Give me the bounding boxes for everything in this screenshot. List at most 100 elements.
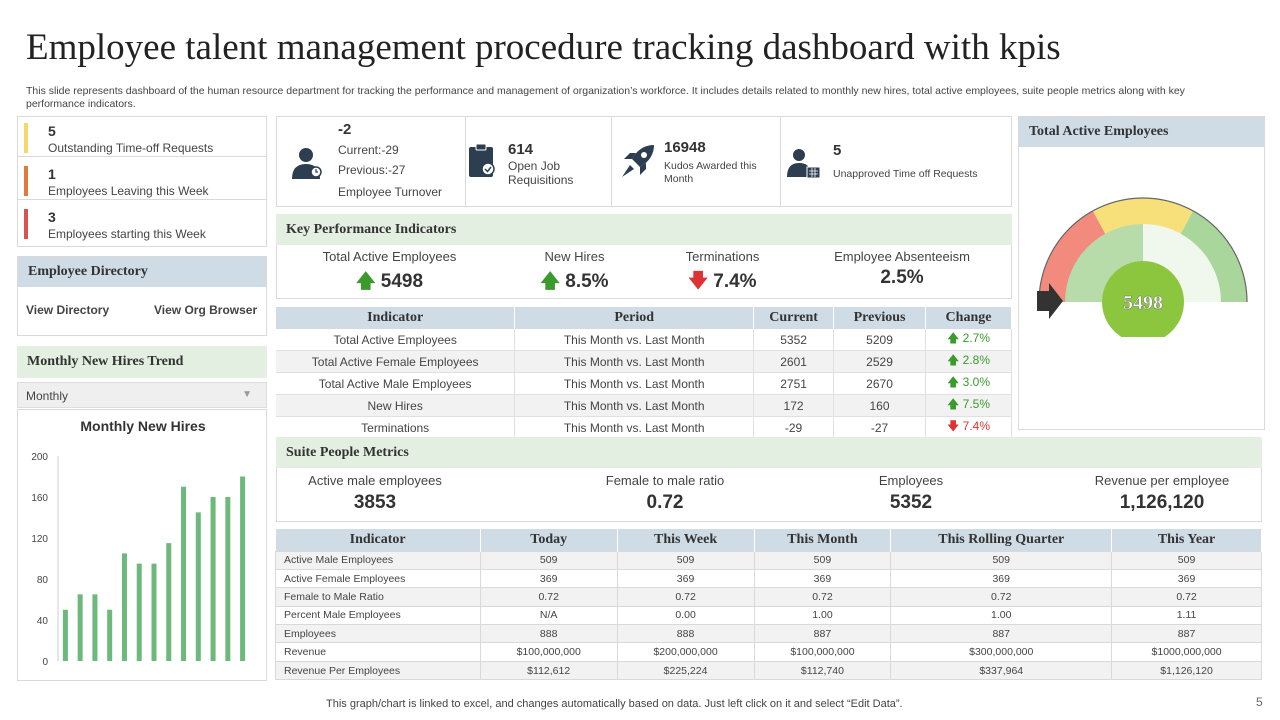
- calendar-user-icon: [787, 149, 821, 179]
- cell-previous: 5209: [833, 329, 926, 351]
- kpi-value: 🡅 8.5%: [507, 267, 642, 299]
- trend-dropdown[interactable]: Monthly ▼: [17, 382, 267, 408]
- view-org-browser-link[interactable]: View Org Browser: [154, 303, 258, 317]
- chart-bar: [195, 512, 201, 661]
- table-row: Active Male Employees 509 509 509 509 509: [275, 550, 1262, 570]
- cell-previous: 2670: [833, 372, 926, 395]
- cell-current: 2751: [753, 372, 835, 395]
- column-header: This Month: [754, 529, 892, 551]
- suite-item-male: Active male employees 3853: [277, 473, 473, 514]
- status-label: Outstanding Time-off Requests: [48, 141, 214, 155]
- chart-bar: [121, 553, 127, 661]
- table-cell: 887: [890, 624, 1113, 644]
- kpi-value: 2.5%: [880, 267, 924, 288]
- footer-note: This graph/chart is linked to excel, and…: [326, 698, 903, 710]
- column-header: This Week: [617, 529, 755, 551]
- table-cell: 887: [753, 624, 892, 644]
- cell-current: -29: [753, 416, 835, 439]
- employee-directory-title: Employee Directory: [18, 257, 266, 287]
- column-header: Previous: [833, 307, 926, 329]
- arrow-up-icon: 🡅: [946, 353, 960, 367]
- y-tick-label: 40: [37, 616, 49, 627]
- gauge-segment-green: [1179, 211, 1247, 302]
- status-label: Employees starting this Week: [48, 227, 206, 241]
- column-header: Today: [480, 529, 618, 551]
- cell-current: 2601: [753, 350, 835, 373]
- kpi-item-active: Total Active Employees 🡅 5498: [287, 249, 492, 299]
- kpi-item-terminations: Terminations 🡇 7.4%: [655, 249, 790, 299]
- table-cell: 0.72: [753, 587, 892, 607]
- table-cell: 0.00: [616, 605, 755, 626]
- table-cell: $112,740: [753, 660, 892, 681]
- table-cell: Female to Male Ratio: [275, 587, 481, 607]
- table-cell: $200,000,000: [616, 642, 755, 662]
- employee-directory-panel: Employee Directory View Directory View O…: [17, 256, 267, 336]
- kpi-label: New Hires: [544, 249, 605, 264]
- table-row: Percent Male Employees N/A 0.00 1.00 1.00 1.1…: [275, 605, 1262, 626]
- active-employees-gauge: 5498: [1037, 197, 1248, 337]
- cell-previous: 2529: [833, 350, 926, 373]
- gauge-pointer: [1037, 283, 1063, 319]
- arrow-up-icon: 🡅: [946, 397, 960, 411]
- cell-change: 🡅 2.8%: [925, 350, 1012, 373]
- cell-change: 🡅 7.5%: [925, 394, 1012, 417]
- requisitions-value: 614: [508, 141, 534, 158]
- cell-indicator: Total Active Employees: [276, 329, 516, 351]
- page-description: This slide represents dashboard of the h…: [26, 85, 1185, 110]
- cell-current: 5352: [753, 329, 835, 351]
- arrow-up-icon: 🡅: [946, 375, 960, 389]
- top-cards-row: -2 Current:-29 Previous:-27 Employee Tur…: [276, 116, 1012, 207]
- kpi-label: Terminations: [685, 249, 760, 264]
- cell-period: This Month vs. Last Month: [514, 329, 755, 351]
- page-title: Employee talent management procedure tra…: [26, 27, 1061, 68]
- table-cell: 509: [616, 550, 755, 570]
- chart-bar: [107, 609, 113, 661]
- unapproved-value: 5: [833, 142, 842, 159]
- column-header: Period: [514, 307, 755, 329]
- chart-bar: [210, 497, 216, 661]
- table-cell: 0.72: [479, 587, 618, 607]
- kpi-value: 🡇 7.4%: [655, 267, 790, 299]
- status-value: 3: [48, 209, 56, 225]
- arrow-down-icon: 🡇: [688, 271, 708, 292]
- status-value: 5: [48, 123, 56, 139]
- suite-item-revenue: Revenue per employee 1,126,120: [1067, 473, 1257, 514]
- table-cell: Active Female Employees: [275, 568, 481, 589]
- cell-period: This Month vs. Last Month: [514, 350, 755, 373]
- cell-indicator: Total Active Female Employees: [276, 350, 516, 373]
- chart-bar: [240, 476, 246, 661]
- kpi-item-absenteeism: Employee Absenteeism 2.5%: [807, 249, 997, 289]
- rocket-icon: [622, 145, 654, 177]
- table-cell: 369: [479, 568, 618, 589]
- suite-value: 0.72: [646, 492, 684, 513]
- table-cell: 369: [753, 568, 892, 589]
- table-cell: $225,224: [616, 660, 755, 681]
- table-cell: $1,126,120: [1111, 660, 1262, 681]
- table-cell: 0.72: [616, 587, 755, 607]
- y-tick-label: 80: [37, 575, 49, 586]
- table-row: Revenue Per Employees $112,612 $225,224 $11…: [275, 660, 1262, 681]
- kpi-value-text: 7.4%: [713, 271, 757, 292]
- page-number: 5: [1256, 695, 1263, 709]
- table-cell: N/A: [479, 605, 618, 626]
- status-bar: [24, 209, 28, 239]
- view-directory-link[interactable]: View Directory: [26, 303, 110, 317]
- table-row: Employees 888 888 887 887 887: [275, 624, 1262, 644]
- status-bar: [24, 166, 28, 196]
- cell-change: 🡅 3.0%: [925, 372, 1012, 395]
- arrow-up-icon: 🡅: [355, 271, 376, 292]
- gauge-center: [1102, 261, 1184, 337]
- suite-value: 3853: [353, 492, 397, 513]
- gauge-segment-yellow: [1093, 198, 1193, 237]
- change-value: 7.4%: [962, 419, 991, 433]
- arrow-up-icon: 🡅: [946, 331, 960, 345]
- chart-bar: [225, 497, 231, 661]
- suite-table-container: Indicator Today This Week This Month Thi…: [275, 529, 1262, 681]
- new-hires-chart-panel: Monthly New Hires 0 40 80 120 160 200: [17, 409, 267, 681]
- table-cell: $100,000,000: [753, 642, 892, 662]
- table-cell: 509: [890, 550, 1113, 570]
- cell-indicator: Total Active Male Employees: [276, 372, 516, 395]
- kpi-table-header: Indicator Period Current Previous Change: [276, 307, 1012, 329]
- chart-bar: [77, 594, 83, 661]
- column-header: Indicator: [275, 529, 481, 551]
